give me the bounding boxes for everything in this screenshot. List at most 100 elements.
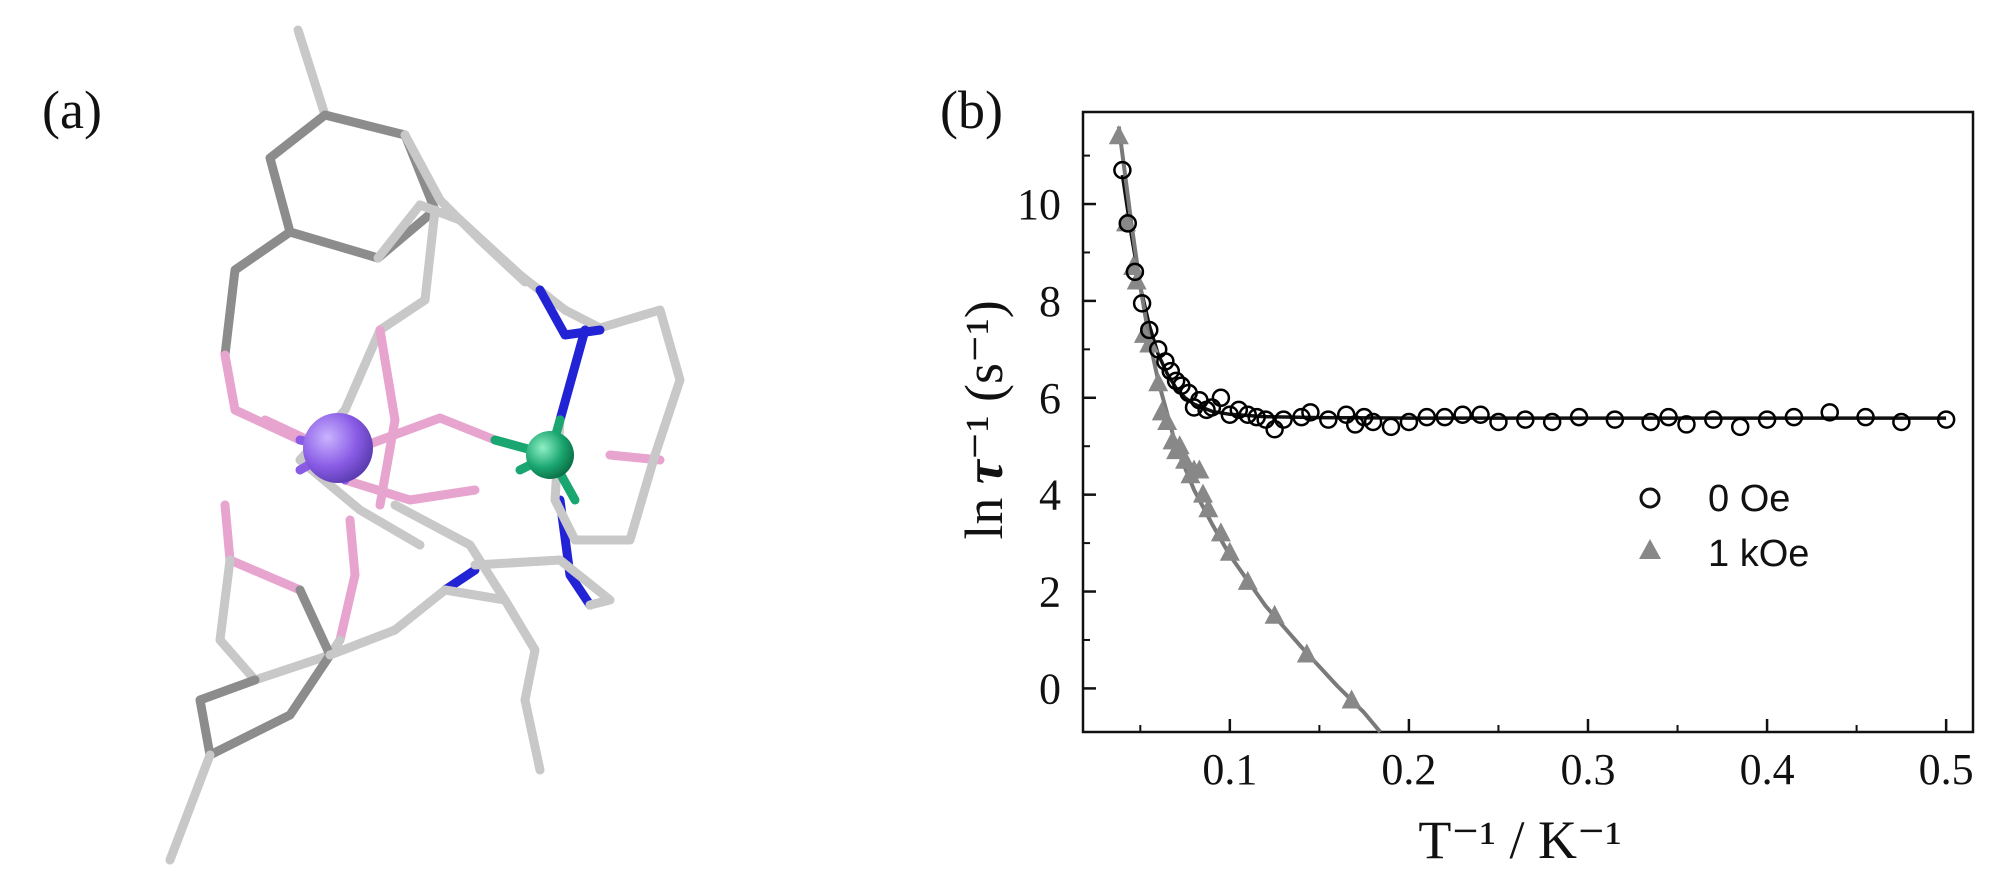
data-point-1-koe (1157, 411, 1178, 430)
data-point-1-koe (1341, 689, 1362, 709)
data-point-0-oe (1363, 412, 1383, 432)
chart-legend: 0 Oe 1 kOe (1639, 478, 1809, 575)
lower-chain (570, 450, 660, 545)
data-point-1-koe (1210, 522, 1231, 542)
data-point-0-oe (1113, 160, 1132, 180)
y-axis-title-prefix: ln (954, 484, 1014, 540)
data-point-1-koe (1169, 435, 1190, 455)
data-point-0-oe (1516, 410, 1535, 429)
data-point-1-koe (1148, 372, 1169, 392)
aromatic-ring-bottom (195, 585, 335, 760)
methyl-bond-right (520, 695, 545, 775)
fit-curve-0-oe (1120, 174, 1947, 420)
data-point-0-oe (1292, 407, 1311, 427)
data-point-0-oe (1542, 412, 1562, 432)
relaxation-rate-chart: (b) 0.1 0.2 0.3 0.4 0.5 0 2 4 6 8 10 T⁻¹ / K⁻¹ ln… (940, 80, 1975, 870)
data-markers (1108, 125, 1956, 709)
x-tick-label: 0.1 (1202, 745, 1257, 794)
data-point-1-koe (1237, 570, 1258, 590)
backbone-bond (400, 130, 530, 287)
panel-b-label: (b) (940, 80, 1003, 140)
data-point-0-oe (1156, 352, 1175, 371)
data-point-0-oe (1453, 405, 1472, 424)
molecule-drawing (165, 25, 685, 865)
y-axis-title-suffix: ⁻¹ (s⁻¹) (954, 300, 1014, 460)
data-point-1-koe (1139, 333, 1160, 353)
y-axis-title: ln τ⁻¹ (s⁻¹) (954, 300, 1014, 539)
data-point-0-oe (1471, 405, 1490, 424)
metal-atom-large (303, 413, 373, 483)
data-point-0-oe (1229, 400, 1249, 420)
data-point-0-oe (1820, 403, 1839, 422)
legend-marker-0-oe (1639, 487, 1661, 509)
x-tick-label: 0.3 (1560, 745, 1615, 794)
data-point-0-oe (1399, 412, 1419, 432)
data-point-0-oe (1274, 410, 1293, 429)
data-point-0-oe (1381, 417, 1401, 437)
data-point-0-oe (1641, 412, 1660, 432)
methyl-bond-top (293, 25, 330, 120)
data-point-1-koe (1192, 483, 1213, 503)
data-point-0-oe (1605, 410, 1625, 429)
data-point-1-koe (1108, 125, 1129, 145)
plot-frame (1081, 110, 1975, 734)
data-point-0-oe (1238, 405, 1257, 424)
data-point-0-oe (1417, 407, 1437, 427)
data-point-0-oe (1220, 405, 1240, 424)
y-tick-label: 8 (1039, 277, 1061, 326)
x-tick-label: 0.2 (1381, 745, 1436, 794)
data-point-0-oe (1211, 388, 1231, 408)
y-tick-label: 0 (1039, 664, 1061, 713)
data-point-0-oe (1125, 262, 1145, 282)
data-point-0-oe (1569, 407, 1589, 427)
y-tick-label: 6 (1039, 374, 1061, 423)
data-point-0-oe (1659, 407, 1678, 427)
data-point-0-oe (1354, 407, 1374, 427)
lower-chain (325, 585, 540, 705)
backbone-bond (560, 305, 685, 460)
legend-label-0-oe: 0 Oe (1708, 478, 1790, 520)
oxygen-bond (335, 515, 360, 645)
legend-marker-1-koe (1639, 539, 1661, 559)
nitrogen-bond (555, 325, 590, 425)
molecular-structure-panel: (a) (42, 25, 685, 865)
data-point-1-koe (1198, 498, 1219, 518)
data-point-0-oe (1489, 412, 1508, 432)
metal-atom-small (526, 431, 574, 479)
backbone-bond (340, 205, 440, 415)
y-tick-label: 4 (1039, 471, 1061, 520)
data-point-0-oe (1301, 403, 1320, 422)
x-tick-label: 0.5 (1919, 745, 1974, 794)
data-point-1-koe (1296, 643, 1317, 663)
data-point-1-koe (1175, 449, 1196, 469)
legend-label-1-koe: 1 kOe (1708, 533, 1809, 575)
panel-a-label: (a) (42, 80, 102, 140)
oxygen-bond (220, 500, 305, 595)
data-point-0-oe (1336, 405, 1356, 424)
data-point-0-oe (1118, 214, 1138, 233)
x-axis-title: T⁻¹ / K⁻¹ (1418, 810, 1621, 870)
oxygen-bond (340, 475, 480, 505)
x-axis-ticks: 0.1 0.2 0.3 0.4 0.5 (1139, 719, 1974, 794)
data-point-0-oe (1784, 407, 1804, 427)
oxygen-bond (375, 325, 400, 510)
data-point-0-oe (1856, 407, 1875, 427)
data-point-0-oe (1319, 410, 1338, 429)
y-axis-title-symbol: τ (954, 458, 1014, 484)
y-tick-label: 2 (1039, 568, 1061, 617)
data-point-0-oe (1256, 410, 1275, 429)
lower-chain (390, 500, 510, 605)
data-point-1-koe (1189, 459, 1210, 479)
data-point-0-oe (1677, 415, 1696, 434)
data-point-0-oe (1140, 320, 1159, 340)
data-point-0-oe (1247, 407, 1266, 427)
fit-curves (1116, 126, 1947, 734)
data-point-0-oe (1892, 412, 1911, 432)
data-point-0-oe (1936, 410, 1956, 429)
y-tick-label: 10 (1017, 180, 1061, 229)
lower-chain (470, 555, 615, 610)
data-point-1-koe (1264, 604, 1285, 624)
x-tick-label: 0.4 (1740, 745, 1795, 794)
data-point-0-oe (1730, 417, 1750, 437)
